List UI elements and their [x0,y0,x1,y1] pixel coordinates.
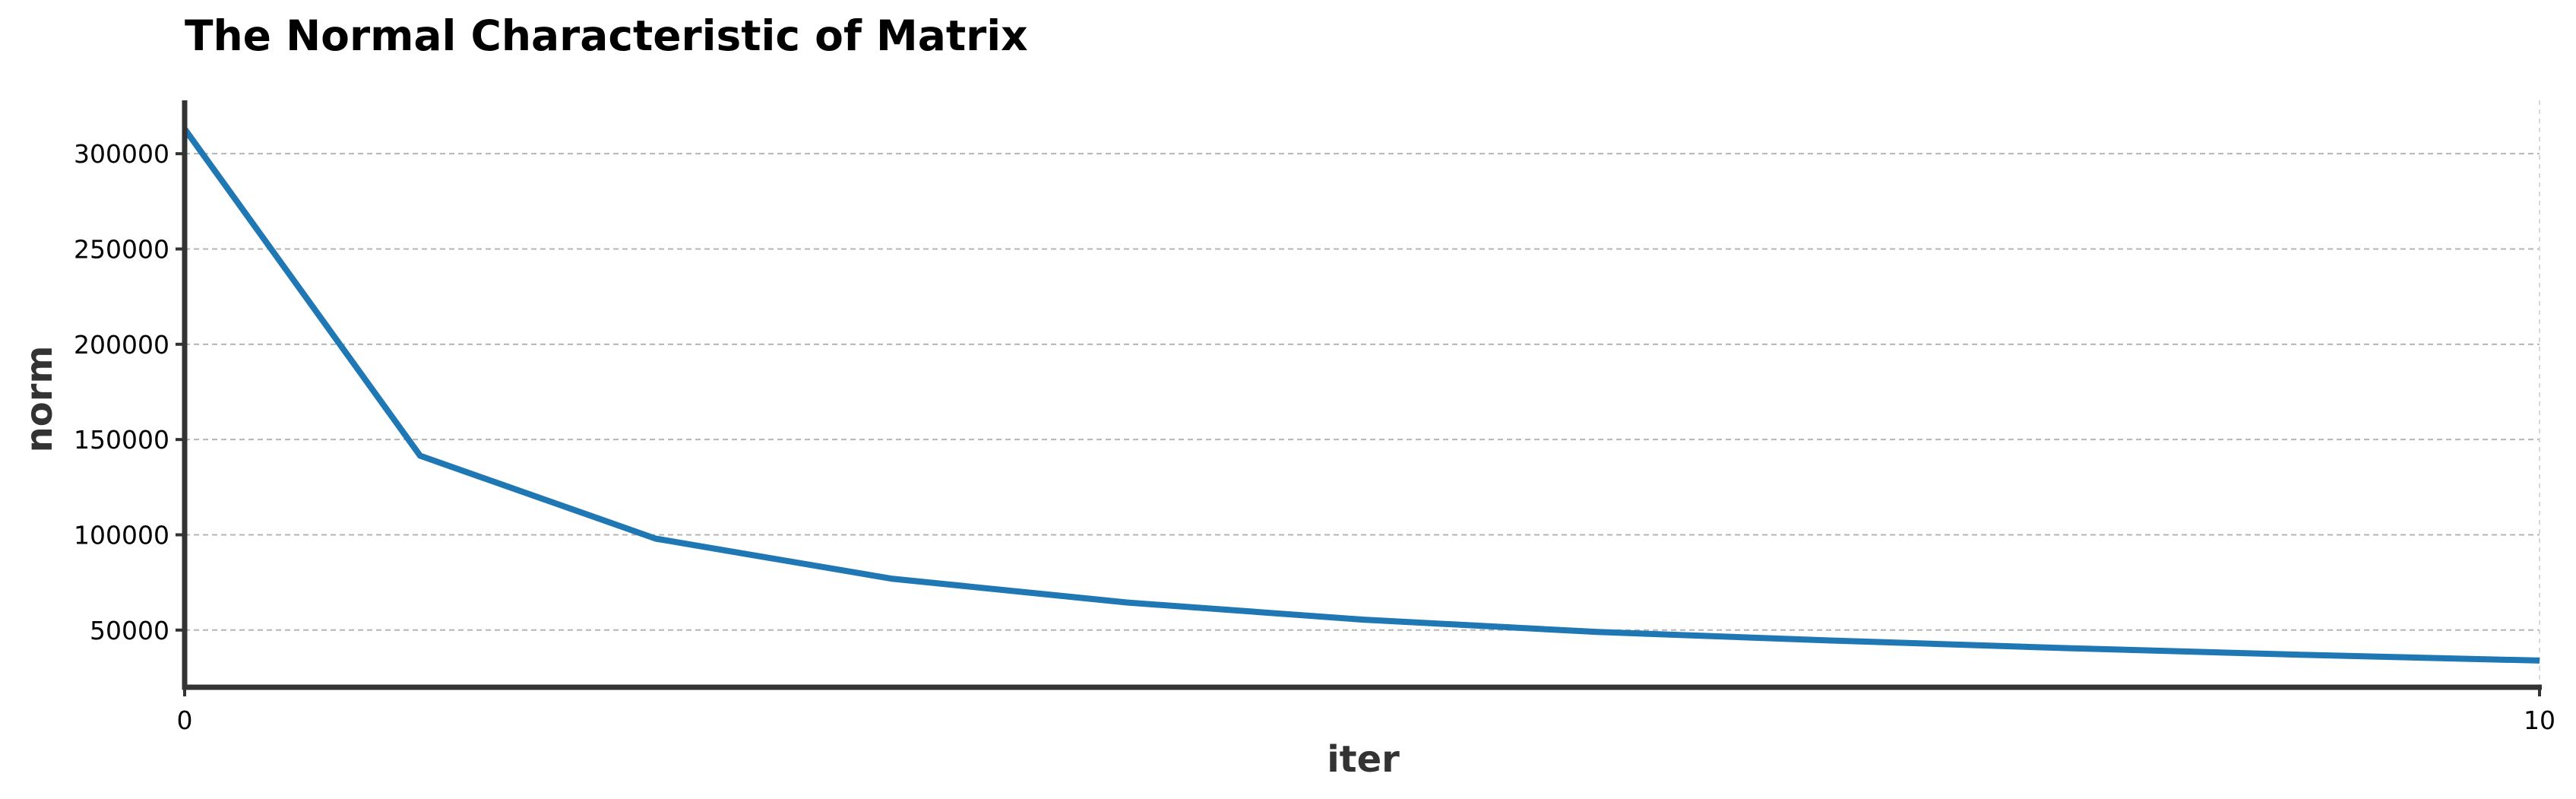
y-tick-labels: 50000 100000 150000 200000 250000 300000 [74,139,185,645]
x-tick-label: 0 [177,705,193,735]
y-tick-label: 100000 [74,520,169,550]
series-line [182,127,2540,664]
y-axis-label: norm [18,346,61,453]
y-tick-label: 150000 [74,425,169,455]
grid-lines [185,100,2540,687]
x-tick-labels: 0 10 [177,687,2555,735]
y-tick-label: 50000 [90,616,169,645]
x-tick-label: 10 [2524,705,2555,735]
axes-spines [182,100,2542,690]
y-tick-label: 250000 [74,235,169,265]
chart-title: The Normal Characteristic of Matrix [185,11,1028,60]
x-axis-label: iter [1327,738,1400,781]
y-tick-label: 300000 [74,139,169,169]
series-layer [182,127,2540,664]
y-tick-label: 200000 [74,330,169,360]
